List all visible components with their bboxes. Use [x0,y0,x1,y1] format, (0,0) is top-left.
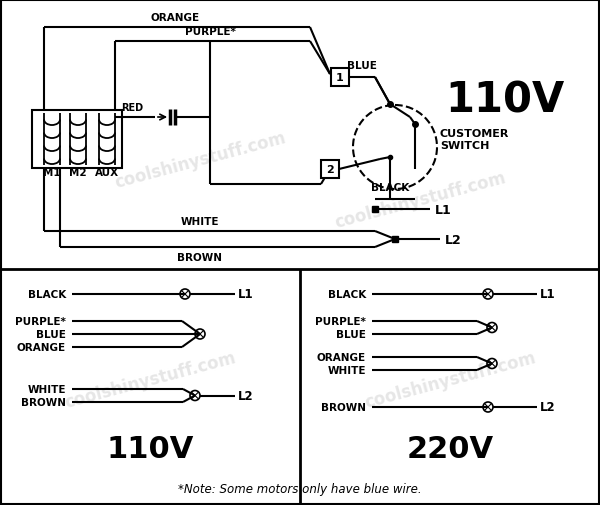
Text: L1: L1 [238,288,254,301]
Text: coolshinystuff.com: coolshinystuff.com [112,128,287,191]
Text: BLACK: BLACK [28,289,66,299]
Text: WHITE: WHITE [328,365,366,375]
Text: M2: M2 [69,168,87,178]
Text: L2: L2 [540,400,556,414]
Text: BROWN: BROWN [178,252,223,263]
Text: PURPLE*: PURPLE* [185,27,235,37]
Bar [321,161,339,179]
Text: PURPLE*: PURPLE* [315,316,366,326]
Text: 1: 1 [336,73,344,83]
Text: L1: L1 [435,203,452,216]
Text: CUSTOMER
SWITCH: CUSTOMER SWITCH [440,129,509,150]
Text: L2: L2 [238,389,254,402]
Text: RED: RED [121,103,143,113]
Text: coolshinystuff.com: coolshinystuff.com [62,348,238,411]
Text: 110V: 110V [445,79,565,121]
Text: BLUE: BLUE [336,329,366,339]
Text: M1: M1 [43,168,61,178]
Text: L2: L2 [445,233,462,246]
Text: BLUE: BLUE [347,61,377,71]
Text: BLACK: BLACK [371,183,409,192]
Text: coolshinystuff.com: coolshinystuff.com [332,168,508,231]
Text: ORANGE: ORANGE [317,352,366,362]
Text: 2: 2 [326,165,334,175]
Text: WHITE: WHITE [28,384,66,394]
Text: *Note: Some motors only have blue wire.: *Note: Some motors only have blue wire. [178,483,422,495]
Text: coolshinystuff.com: coolshinystuff.com [362,348,538,411]
Bar [32,111,122,169]
Text: L1: L1 [540,288,556,301]
Text: WHITE: WHITE [181,217,219,227]
Text: ORANGE: ORANGE [151,13,200,23]
Text: BROWN: BROWN [21,397,66,407]
Text: BLACK: BLACK [328,289,366,299]
Text: PURPLE*: PURPLE* [15,316,66,326]
Text: ORANGE: ORANGE [17,342,66,352]
Text: BLUE: BLUE [36,329,66,339]
Text: 220V: 220V [406,435,494,464]
Text: 110V: 110V [106,435,194,464]
Bar [331,69,349,87]
Text: BROWN: BROWN [321,402,366,412]
Text: AUX: AUX [95,168,119,178]
